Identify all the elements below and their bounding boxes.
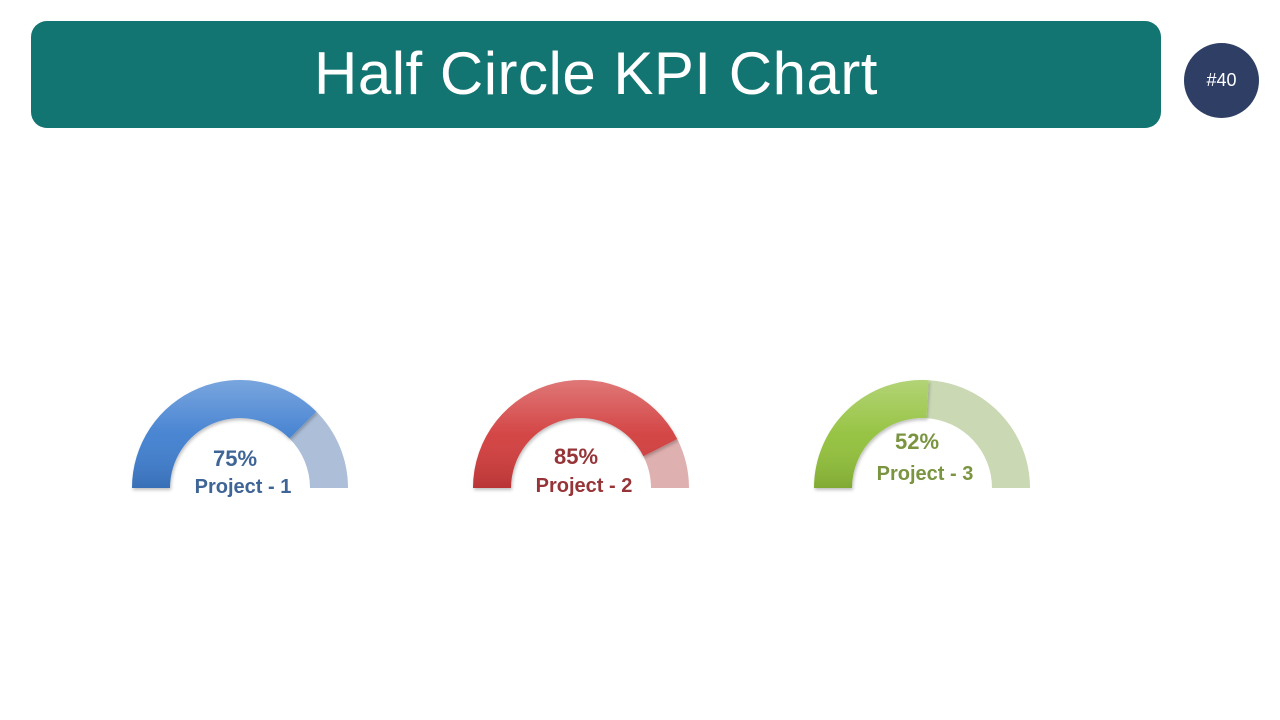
slide-number-badge: #40 <box>1184 43 1259 118</box>
gauge-fill-shine-3 <box>814 379 929 488</box>
gauge-fill-shine-1 <box>132 380 317 488</box>
gauge-name-label-1: Project - 1 <box>195 476 292 498</box>
gauge-value-label-2: 85% <box>554 444 598 469</box>
gauge-track-3 <box>926 380 1030 488</box>
gauge-3: 52% Project - 3 <box>814 379 1030 488</box>
gauge-1: 75% Project - 1 <box>132 380 348 498</box>
gauge-name-label-3: Project - 3 <box>877 463 974 485</box>
page-title: Half Circle KPI Chart <box>314 40 878 107</box>
title-banner: Half Circle KPI Chart <box>31 21 1161 128</box>
gauge-value-label-3: 52% <box>895 429 939 454</box>
gauge-name-label-2: Project - 2 <box>536 475 633 497</box>
gauge-track-1 <box>289 411 348 488</box>
gauge-track-2 <box>643 438 689 488</box>
gauge-value-label-1: 75% <box>213 446 257 471</box>
gauge-fill-shine-2 <box>473 379 678 488</box>
gauge-2: 85% Project - 2 <box>473 379 689 497</box>
